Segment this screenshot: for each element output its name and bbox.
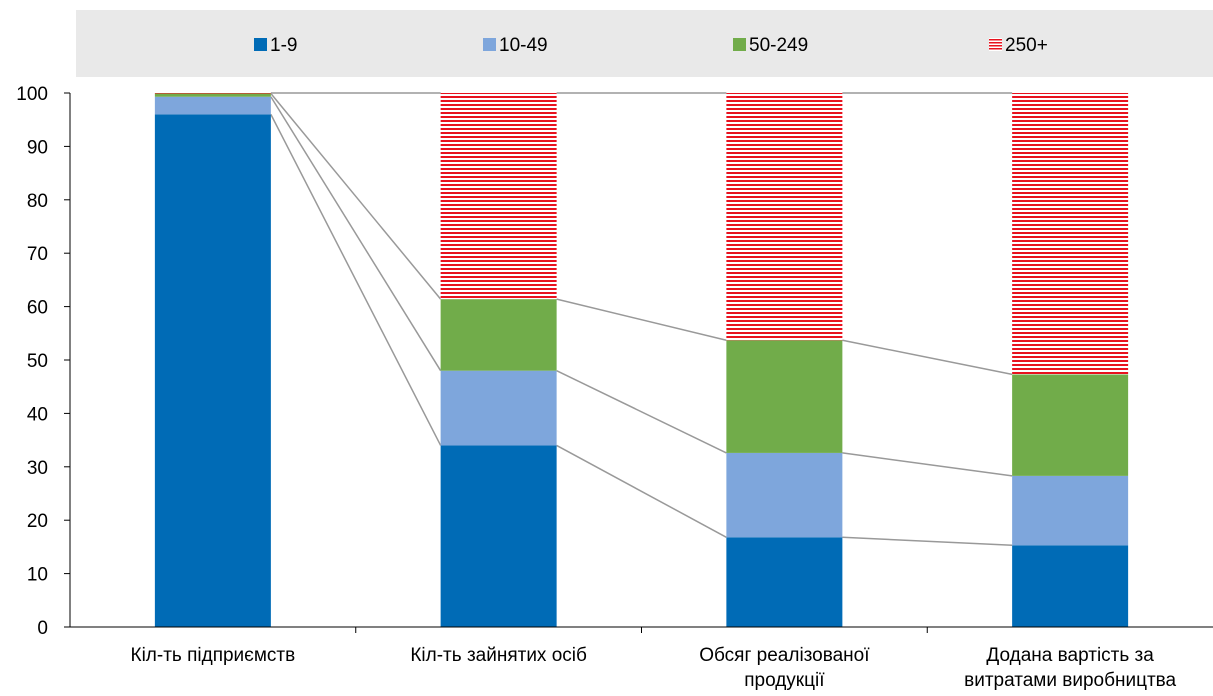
connector-line [556,370,727,454]
bar-segment-10-49-cat-3 [726,452,843,538]
bar-segment-10-49-cat-2 [440,370,557,446]
x-category-label: Кіл-ть підприємств [131,645,296,666]
bars [154,93,1129,628]
y-tick-label: 30 [27,458,48,479]
connector-line [842,339,1013,376]
bar-segment-10-49-cat-4 [1012,475,1129,546]
x-category-label: Обсяг реалізованої [699,645,870,666]
legend-swatch-50-249 [733,38,746,51]
bar-segment-1-9-cat-4 [1012,545,1129,627]
legend-label-50-249: 50-249 [749,35,808,56]
x-category-label: Додана вартість за [986,645,1154,666]
connector-line [842,452,1013,477]
legend-label-1-9: 1-9 [270,35,297,56]
legend-swatch-10-49 [483,38,496,51]
x-category-label: Кіл-ть зайнятих осіб [410,645,587,666]
legend-label-250+: 250+ [1005,35,1048,56]
legend-swatch-1-9 [254,38,267,51]
bar-segment-50-249-cat-3 [726,340,843,453]
y-tick-label: 10 [27,565,48,586]
bar-segment-50-249-cat-2 [440,299,557,371]
connector-line [842,536,1013,547]
bar-segment-10-49-cat-1 [154,96,271,115]
y-tick-label: 100 [16,84,48,105]
connector-line [270,114,442,446]
bar-segment-1-9-cat-2 [440,445,557,627]
legend-swatch-250+ [989,38,1002,51]
y-tick-label: 20 [27,511,48,532]
bar-segment-50-249-cat-1 [154,93,271,97]
x-category-label: продукції [744,670,825,691]
bar-segment-1-9-cat-1 [154,114,271,628]
x-category-label: витратами виробництва [964,670,1176,691]
y-tick-label: 50 [27,351,48,372]
y-tick-label: 40 [27,404,48,425]
y-tick-label: 70 [27,244,48,265]
connector-lines [270,92,1013,547]
bar-segment-250+-cat-4 [1012,93,1129,375]
connector-line [270,96,442,372]
legend: 1-9 10-49 50-249 250+ [254,35,1048,56]
y-tick-label: 60 [27,298,48,319]
y-tick-label: 0 [37,618,48,639]
y-tick-label: 80 [27,191,48,212]
bar-segment-250+-cat-2 [440,93,557,300]
legend-label-10-49: 10-49 [499,35,548,56]
connector-line [556,298,727,341]
bar-segment-250+-cat-3 [726,93,843,341]
bar-segment-250+-cat-1 [154,93,271,94]
connector-line [556,444,727,538]
axes: 0 10 20 30 40 50 60 70 80 90 100 Кіл-ть підприємств… [16,84,1213,691]
connector-line [270,93,442,300]
y-tick-label: 90 [27,137,48,158]
bar-segment-1-9-cat-3 [726,537,843,627]
bar-segment-50-249-cat-4 [1012,374,1129,476]
